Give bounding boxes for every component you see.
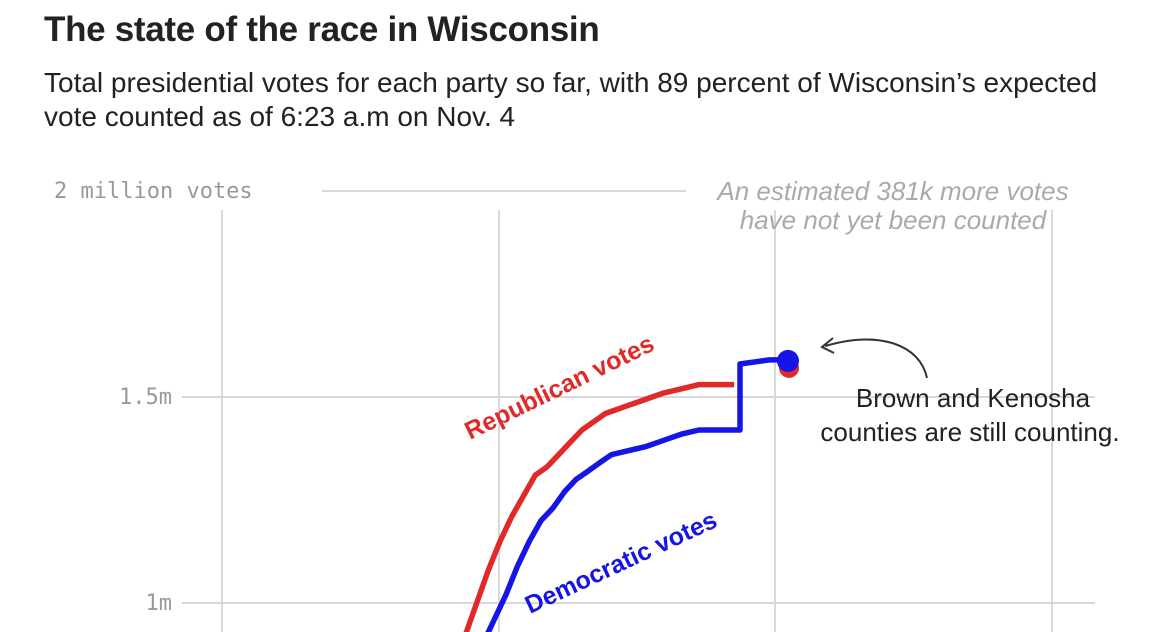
horizontal-gridlines: 2 million votes 1.5m 1m <box>54 179 1095 616</box>
chart-title: The state of the race in Wisconsin <box>44 10 600 49</box>
democratic-current-dot <box>777 349 799 372</box>
series-lines <box>463 349 799 632</box>
chart-subtitle: Total presidential votes for each party … <box>44 67 1098 132</box>
vertical-gridlines <box>221 210 1053 632</box>
republican-votes-label: Republican votes <box>460 329 658 445</box>
republican-votes-line <box>463 381 735 632</box>
annotation-arrow <box>824 338 928 379</box>
annotation-arrowhead <box>820 337 835 354</box>
counting-note-line-2: counties are still counting. <box>820 417 1119 447</box>
note-background <box>709 176 1075 206</box>
uncounted-note-line-1: An estimated 381k more votes <box>715 176 1068 206</box>
counting-note-line-1: Brown and Kenosha <box>856 383 1091 413</box>
y-tick-label: 1.5m <box>119 385 172 410</box>
y-tick-label: 2 million votes <box>54 179 253 204</box>
democratic-votes-line <box>485 357 793 632</box>
y-tick-label: 1m <box>146 591 173 616</box>
uncounted-note-line-2: have not yet been counted <box>740 205 1048 235</box>
